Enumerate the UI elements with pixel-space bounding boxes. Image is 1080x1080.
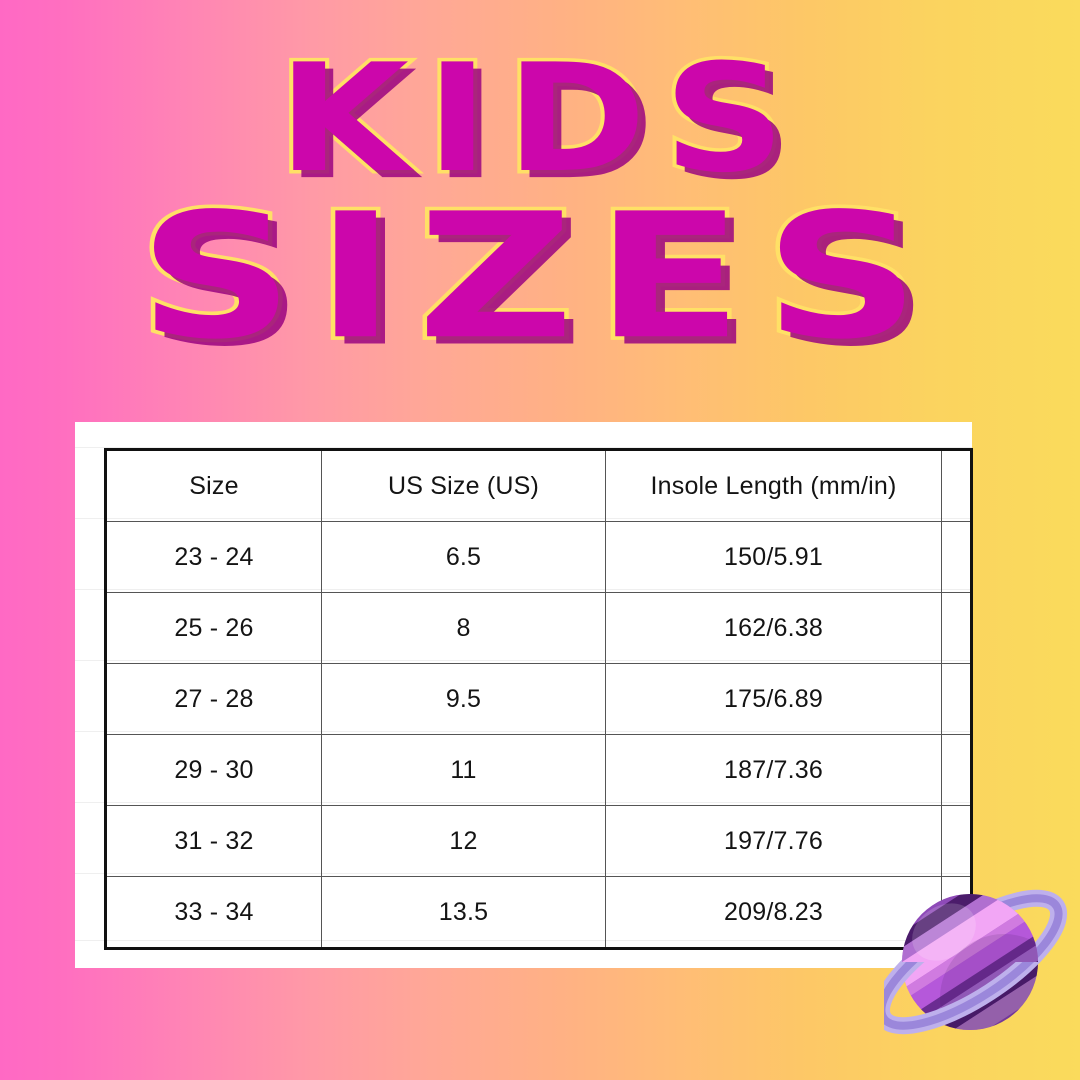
column-header-insole-length: Insole Length (mm/in)	[605, 448, 942, 522]
cell-us-size: 8	[321, 592, 606, 664]
table-row: 31 - 32 12 197/7.76	[104, 805, 973, 877]
cell-blank	[941, 805, 973, 877]
cell-size: 29 - 30	[104, 734, 322, 806]
cell-us-size: 9.5	[321, 663, 606, 735]
cell-blank	[941, 663, 973, 735]
table-sheet-panel: Size US Size (US) Insole Length (mm/in) …	[75, 422, 973, 968]
cell-insole: 209/8.23	[605, 876, 942, 950]
table-header-row: Size US Size (US) Insole Length (mm/in)	[104, 448, 973, 522]
cell-insole: 187/7.36	[605, 734, 942, 806]
cell-us-size: 6.5	[321, 521, 606, 593]
cell-size: 25 - 26	[104, 592, 322, 664]
cell-blank	[941, 592, 973, 664]
title-line-sizes: SIZES	[134, 177, 942, 378]
size-chart-table: Size US Size (US) Insole Length (mm/in) …	[104, 448, 973, 950]
cell-us-size: 13.5	[321, 876, 606, 950]
cell-insole: 197/7.76	[605, 805, 942, 877]
cell-size: 27 - 28	[104, 663, 322, 735]
page-title: KIDS SIZES	[0, 32, 1080, 378]
column-header-blank	[941, 448, 973, 522]
column-header-size: Size	[104, 448, 322, 522]
table-row: 33 - 34 13.5 209/8.23	[104, 876, 973, 950]
table-row: 27 - 28 9.5 175/6.89	[104, 663, 973, 735]
title-line-kids: KIDS	[274, 32, 803, 206]
cell-size: 23 - 24	[104, 521, 322, 593]
cell-blank	[941, 734, 973, 806]
table-row: 29 - 30 11 187/7.36	[104, 734, 973, 806]
cell-insole: 150/5.91	[605, 521, 942, 593]
sheet-gridline	[75, 447, 972, 448]
cell-size: 33 - 34	[104, 876, 322, 950]
table-row: 25 - 26 8 162/6.38	[104, 592, 973, 664]
column-header-us-size: US Size (US)	[321, 448, 606, 522]
table-row: 23 - 24 6.5 150/5.91	[104, 521, 973, 593]
cell-blank	[941, 521, 973, 593]
cell-blank	[941, 876, 973, 950]
cell-size: 31 - 32	[104, 805, 322, 877]
cell-us-size: 11	[321, 734, 606, 806]
cell-us-size: 12	[321, 805, 606, 877]
cell-insole: 175/6.89	[605, 663, 942, 735]
cell-insole: 162/6.38	[605, 592, 942, 664]
